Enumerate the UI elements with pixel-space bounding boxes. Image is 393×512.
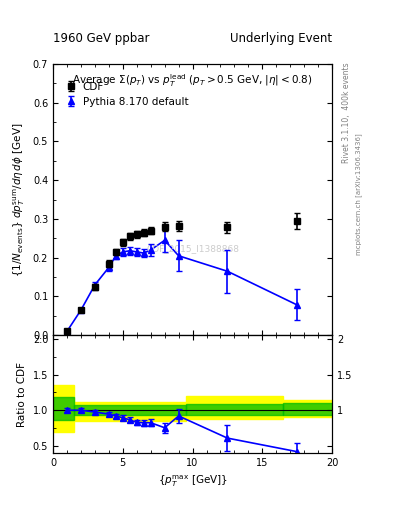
Text: CDF_2015_I1388868: CDF_2015_I1388868: [146, 244, 239, 253]
Bar: [53, 385, 74, 432]
Bar: [185, 404, 283, 415]
Bar: [74, 402, 185, 421]
Text: Rivet 3.1.10,  400k events: Rivet 3.1.10, 400k events: [342, 62, 351, 163]
Text: Average $\Sigma(p_T)$ vs $p_T^{\rm lead}$ ($p_T > 0.5$ GeV, $|\eta| < 0.8$): Average $\Sigma(p_T)$ vs $p_T^{\rm lead}…: [72, 72, 313, 89]
Bar: [283, 403, 332, 415]
Bar: [53, 397, 74, 419]
Y-axis label: Ratio to CDF: Ratio to CDF: [17, 361, 27, 426]
Legend: CDF, Pythia 8.170 default: CDF, Pythia 8.170 default: [59, 77, 193, 111]
Text: 1960 GeV ppbar: 1960 GeV ppbar: [53, 32, 150, 45]
Bar: [185, 396, 283, 419]
Y-axis label: $\{1/N_{\rm events}\}\ dp_T^{\rm sum}/d\eta\,d\phi$ [GeV]: $\{1/N_{\rm events}\}\ dp_T^{\rm sum}/d\…: [12, 122, 27, 277]
X-axis label: $\{p_T^{\rm max}$ [GeV]$\}$: $\{p_T^{\rm max}$ [GeV]$\}$: [158, 474, 228, 489]
Text: Underlying Event: Underlying Event: [230, 32, 332, 45]
Bar: [283, 399, 332, 417]
Text: mcplots.cern.ch [arXiv:1306.3436]: mcplots.cern.ch [arXiv:1306.3436]: [356, 134, 362, 255]
Bar: [74, 405, 185, 415]
